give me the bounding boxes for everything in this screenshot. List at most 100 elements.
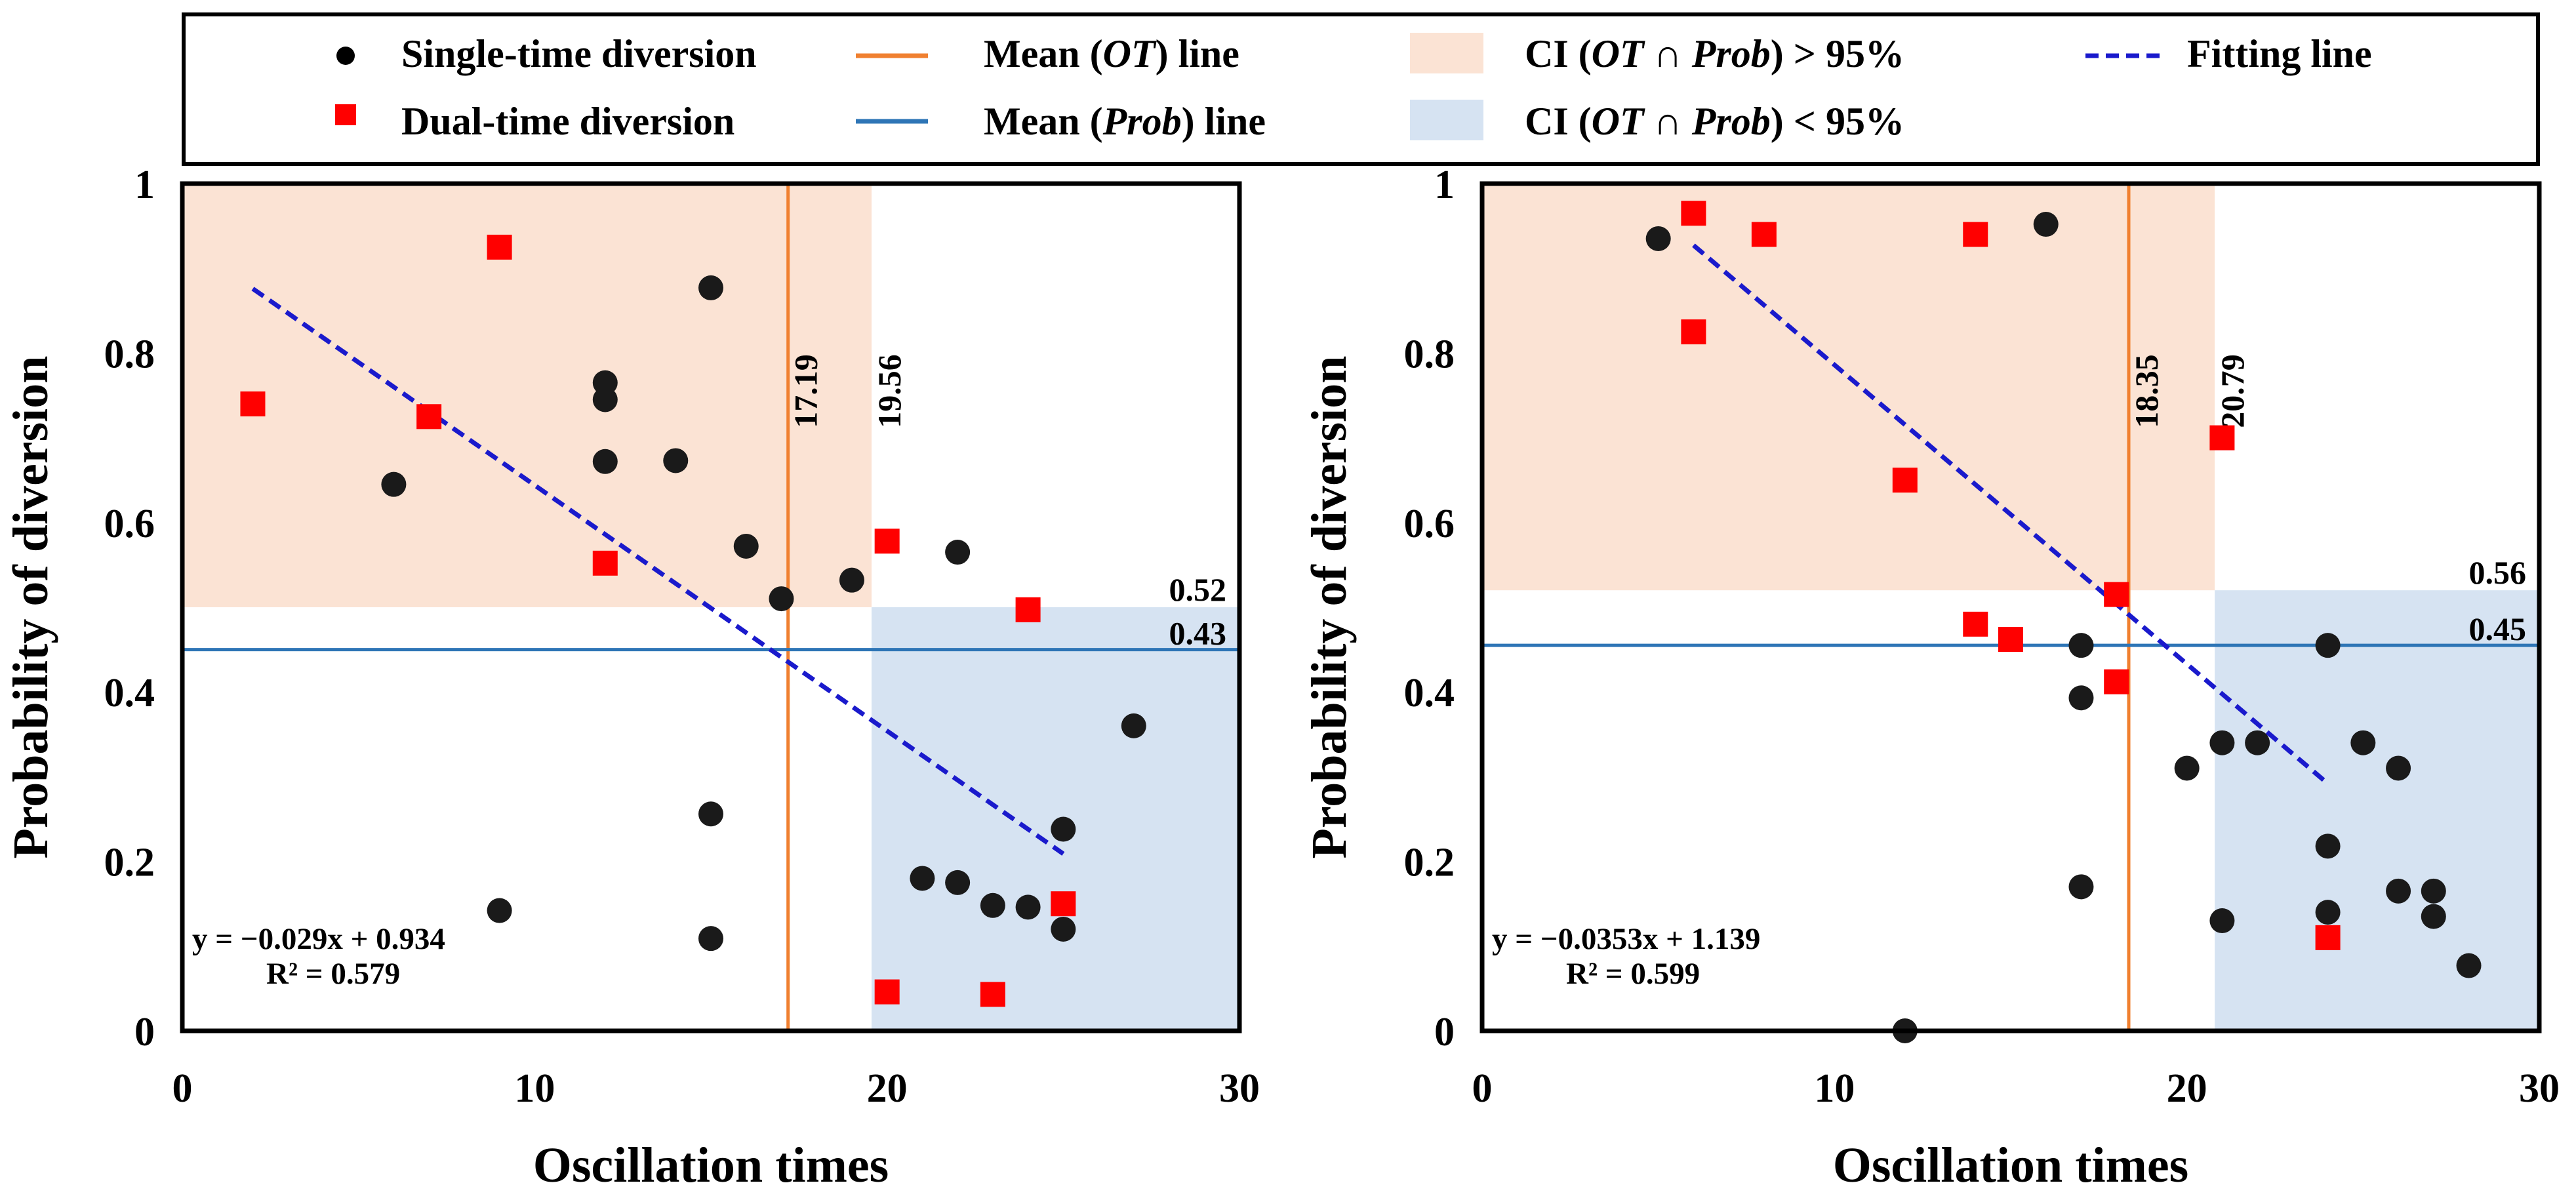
x-tick-label: 30	[1219, 1066, 1260, 1111]
dual-point	[1751, 222, 1777, 247]
dual-point	[1051, 891, 1076, 917]
dual-point	[1681, 319, 1706, 345]
ci-prob-value: 0.52	[1169, 571, 1227, 608]
y-tick-label: 0	[134, 1010, 155, 1054]
single-point	[2209, 908, 2235, 934]
fitting-line	[251, 287, 1065, 856]
x-axis-title: Oscillation times	[1833, 1138, 2189, 1193]
dual-point	[2315, 925, 2341, 950]
legend-ci-high-swatch	[1410, 33, 1483, 73]
single-point	[1645, 226, 1671, 251]
single-point	[980, 892, 1005, 918]
single-point	[698, 801, 723, 827]
single-point	[945, 540, 971, 565]
legend-fit-label: Fitting line	[2187, 32, 2372, 75]
legend: Single-time diversion Dual-time diversio…	[182, 12, 2540, 166]
single-point	[381, 471, 407, 497]
dual-point	[874, 529, 900, 554]
dual-point	[1998, 627, 2023, 652]
legend-ci-low-label: CI (OT ∩ Prob) < 95%	[1525, 100, 1904, 143]
dual-point	[240, 391, 266, 416]
y-tick-label: 0	[1434, 1010, 1455, 1054]
legend-mean-prob-label: Mean (Prob) line	[984, 100, 1266, 143]
x-tick-label: 20	[867, 1066, 908, 1111]
plot-frame	[1479, 181, 2542, 1033]
dual-point	[2104, 582, 2129, 607]
dual-point	[592, 550, 618, 576]
fit-r2: R² = 0.579	[266, 957, 400, 991]
legend-dual-label: Dual-time diversion	[401, 100, 735, 143]
dual-point	[1892, 468, 1918, 493]
ci-high-region	[182, 184, 872, 607]
y-tick-label: 0.6	[1404, 502, 1455, 546]
legend-frame	[182, 12, 2540, 166]
fitting-line	[1692, 243, 2329, 786]
x-tick-label: 30	[2519, 1066, 2560, 1111]
single-point	[2386, 878, 2411, 904]
plot-frame	[180, 181, 1242, 1033]
single-point	[663, 448, 689, 473]
single-point	[2174, 755, 2200, 781]
legend-single-label: Single-time diversion	[401, 32, 757, 75]
y-tick-label: 0.6	[104, 502, 155, 546]
single-point	[1015, 894, 1041, 920]
single-point	[1051, 816, 1076, 842]
chart-left: 17.19 19.56 0.52 0.43 0 10 20 30 0 0.2 0.4 0.6 0.8 1 O…	[3, 163, 1260, 1193]
dual-point	[1681, 201, 1706, 226]
single-point	[1121, 713, 1146, 738]
y-axis-title: Probability of diversion	[1302, 355, 1357, 858]
y-tick-label: 0.2	[1404, 841, 1455, 885]
y-tick-label: 1	[1434, 163, 1455, 207]
fit-equation: y = −0.0353x + 1.139	[1492, 922, 1760, 956]
chart-right: 18.35 20.79 0.56 0.45 0 10 20 30 0 0.2 0.4 0.6 0.8 1 O…	[1302, 163, 2560, 1193]
ci-low-region	[2215, 590, 2539, 1031]
single-point	[592, 449, 618, 474]
y-axis-title: Probability of diversion	[3, 355, 58, 858]
single-point	[910, 866, 935, 891]
x-tick-label: 20	[2167, 1066, 2207, 1111]
single-point	[2315, 833, 2341, 859]
single-point	[2421, 878, 2446, 904]
x-axis-title: Oscillation times	[533, 1138, 889, 1193]
x-tick-label: 0	[172, 1066, 193, 1111]
single-point	[2350, 730, 2376, 755]
single-point	[2209, 730, 2235, 755]
fit-equation: y = −0.029x + 0.934	[192, 922, 445, 956]
dual-point	[2104, 669, 2129, 694]
dual-point	[487, 234, 512, 260]
single-point	[2456, 953, 2482, 978]
single-point	[2315, 900, 2341, 925]
single-point	[487, 898, 512, 923]
legend-single-marker	[336, 47, 355, 65]
x-tick-label: 10	[514, 1066, 555, 1111]
single-point	[2386, 755, 2411, 781]
dual-point	[416, 404, 442, 430]
single-point	[1051, 916, 1076, 942]
legend-dual-marker	[335, 104, 356, 125]
legend-ci-low-swatch	[1410, 100, 1483, 140]
fit-r2: R² = 0.599	[1566, 957, 1700, 991]
mean-prob-value: 0.43	[1169, 615, 1227, 652]
dual-point	[1963, 222, 1988, 247]
single-point	[2068, 633, 2094, 658]
single-point	[2421, 904, 2446, 929]
y-tick-label: 0.2	[104, 841, 155, 885]
dual-point	[874, 979, 900, 1005]
x-tick-label: 10	[1814, 1066, 1855, 1111]
y-tick-label: 0.4	[104, 671, 155, 715]
y-tick-label: 1	[134, 163, 155, 207]
y-tick-label: 0.4	[1404, 671, 1455, 715]
x-tick-label: 0	[1472, 1066, 1493, 1111]
legend-ci-high-label: CI (OT ∩ Prob) > 95%	[1525, 32, 1904, 75]
y-tick-label: 0.8	[1404, 332, 1455, 376]
ci-high-region	[1482, 184, 2215, 591]
single-point	[698, 926, 723, 952]
single-point	[839, 567, 864, 593]
legend-mean-ot-label: Mean (OT) line	[984, 32, 1239, 75]
single-point	[698, 275, 723, 300]
mean-prob-value: 0.45	[2469, 611, 2527, 647]
single-point	[2245, 730, 2270, 755]
dual-point	[980, 982, 1005, 1007]
y-tick-label: 0.8	[104, 332, 155, 376]
